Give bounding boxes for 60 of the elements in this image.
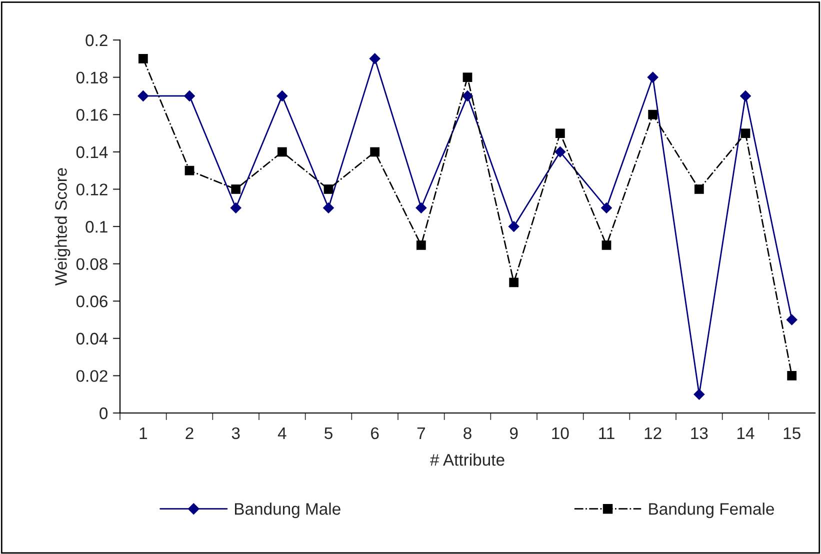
point: [740, 90, 751, 102]
point: [416, 202, 427, 214]
x-tick-label: 10: [552, 427, 569, 440]
x-tick-label: 15: [784, 428, 800, 440]
point: [369, 53, 380, 64]
point: [648, 110, 658, 120]
y-tick-label: 0.14: [76, 146, 108, 158]
point: [694, 388, 705, 400]
x-tick-label: 3: [232, 427, 240, 440]
point: [370, 147, 380, 157]
point: [462, 72, 472, 82]
point: [694, 184, 704, 194]
x-tick-label: 12: [644, 427, 662, 439]
y-tick-label: 0.2: [86, 34, 108, 46]
point: [323, 202, 334, 214]
x-tick-label: 8: [464, 427, 472, 440]
point: [509, 278, 519, 288]
x-tick-label: 5: [324, 428, 332, 440]
point: [462, 90, 473, 102]
point: [138, 90, 149, 102]
point: [601, 202, 612, 214]
x-tick-label: 9: [510, 427, 518, 440]
point: [416, 240, 426, 250]
point: [602, 240, 612, 250]
point: [324, 184, 334, 194]
y-tick-label: 0.02: [76, 370, 108, 382]
point: [787, 371, 797, 380]
legend-label: Bandung Female: [649, 502, 774, 518]
y-tick-label: 0.06: [76, 296, 108, 308]
x-tick-label: 7: [417, 428, 425, 439]
x-tick-label: 2: [186, 427, 194, 439]
y-tick-label: 0.12: [76, 184, 108, 196]
x-tick-label: 1: [140, 428, 147, 439]
point: [786, 314, 798, 326]
point: [508, 221, 520, 232]
point: [276, 90, 288, 102]
point: [138, 54, 148, 64]
point: [740, 128, 750, 138]
x-tick-label: 11: [599, 428, 614, 439]
legend-label: Bandung Male: [234, 502, 340, 518]
y-tick-label: 0.08: [76, 258, 108, 270]
point: [231, 184, 241, 194]
y-tick-label: 0.16: [76, 109, 108, 121]
x-axis-title: # Attribute: [430, 454, 504, 466]
point: [184, 90, 195, 102]
point: [554, 146, 566, 158]
y-axis-title: Weighted Score: [54, 168, 70, 286]
x-tick-label: 6: [371, 427, 379, 440]
y-tick-label: 0.04: [76, 332, 108, 345]
point: [555, 128, 565, 138]
point: [184, 166, 194, 176]
y-tick-label: 0.1: [86, 220, 108, 233]
point: [277, 147, 287, 157]
x-tick-label: 14: [738, 428, 754, 439]
x-tick-label: 4: [278, 428, 286, 439]
y-tick-label: 0: [100, 407, 108, 420]
point: [647, 72, 658, 83]
point: [230, 202, 242, 214]
x-tick-label: 13: [691, 427, 708, 440]
y-tick-label: 0.18: [76, 72, 108, 84]
